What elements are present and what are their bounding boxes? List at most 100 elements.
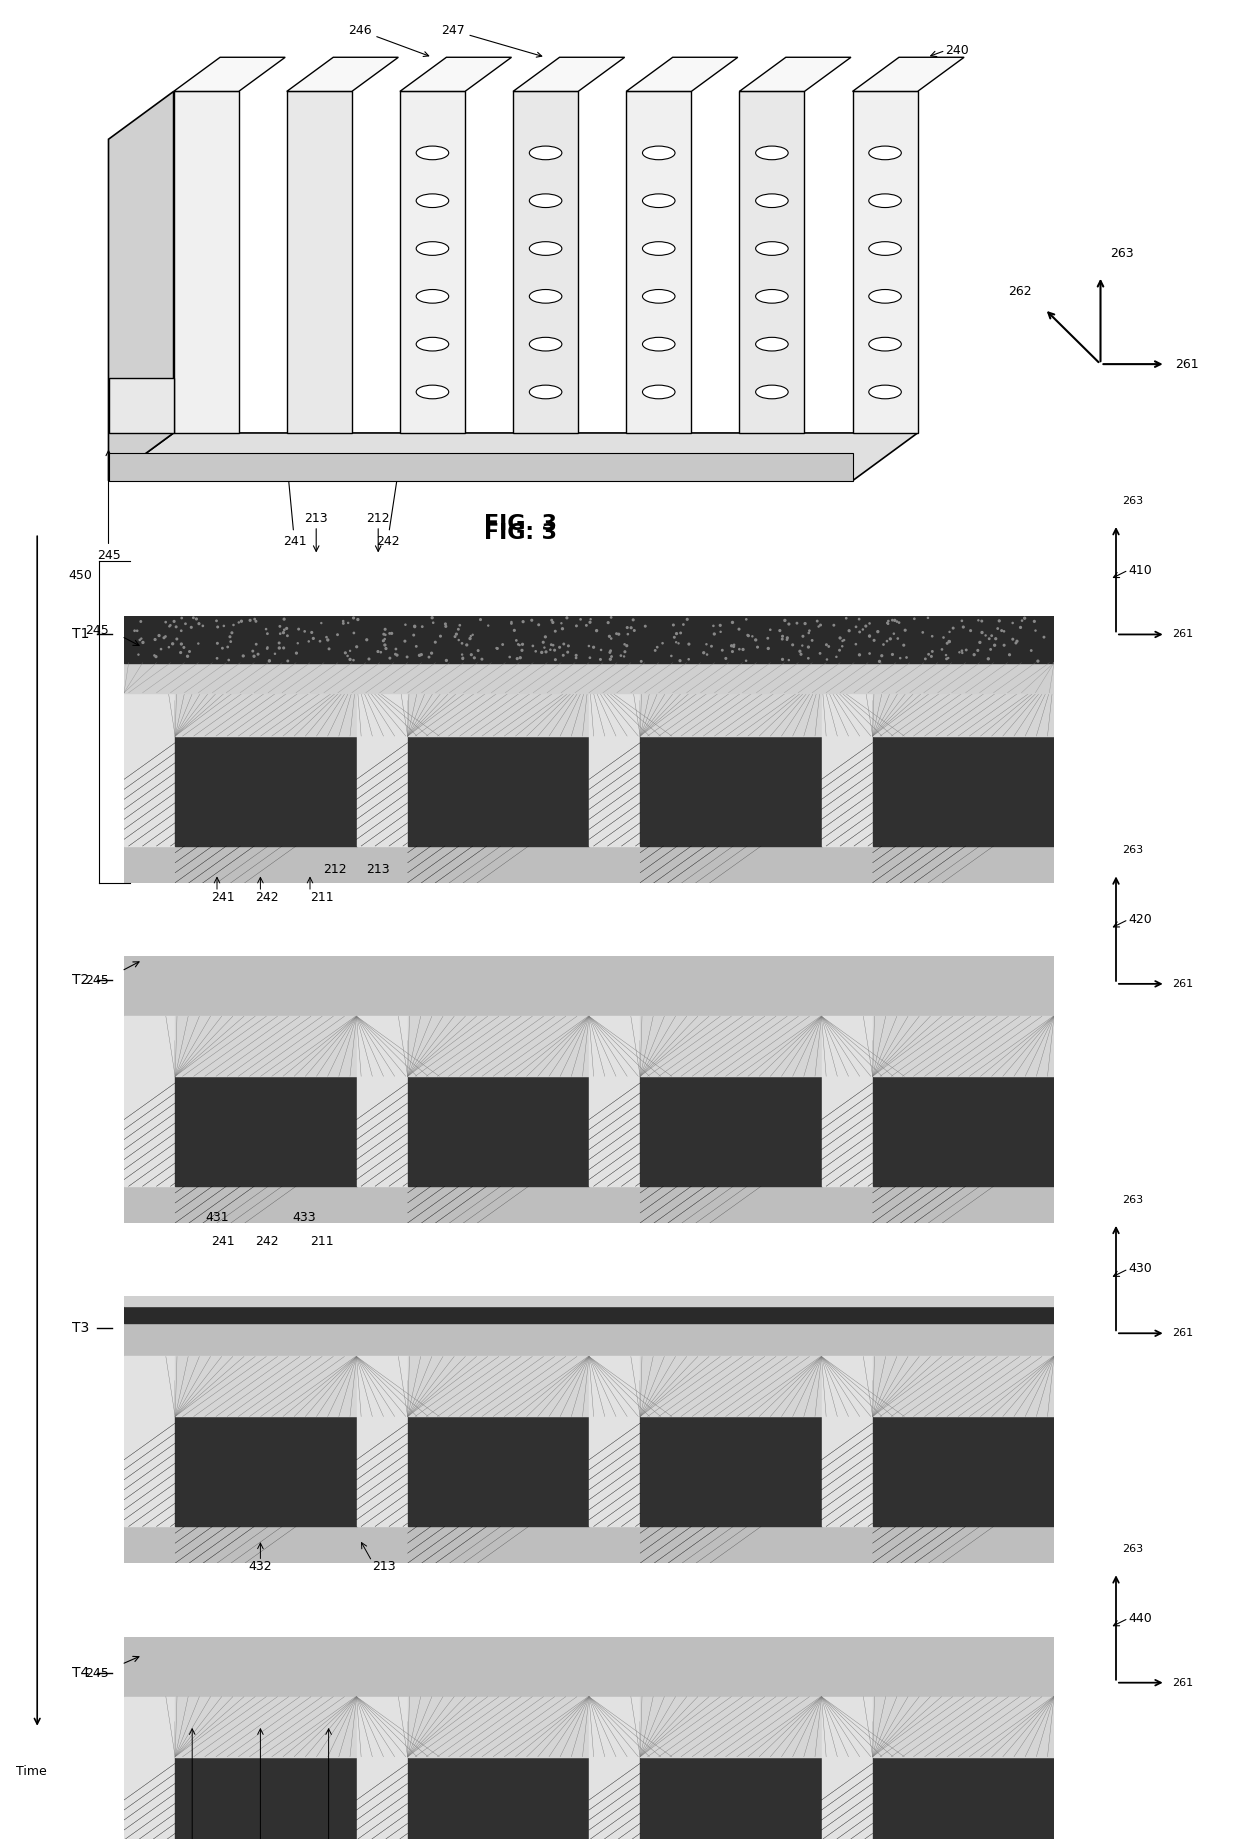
Point bbox=[436, 612, 456, 642]
Point bbox=[645, 636, 665, 666]
Polygon shape bbox=[399, 92, 465, 432]
Point bbox=[146, 642, 166, 671]
Ellipse shape bbox=[755, 145, 789, 160]
Point bbox=[715, 644, 735, 673]
Point bbox=[229, 607, 249, 636]
Point bbox=[739, 622, 759, 651]
Point bbox=[128, 616, 148, 645]
Polygon shape bbox=[873, 1416, 1054, 1526]
Point bbox=[270, 612, 290, 642]
Point bbox=[541, 634, 560, 664]
Point bbox=[697, 629, 717, 658]
Point bbox=[164, 607, 184, 636]
Point bbox=[666, 627, 686, 657]
Polygon shape bbox=[408, 1076, 589, 1186]
Point bbox=[232, 607, 252, 636]
Point bbox=[512, 629, 532, 658]
Point bbox=[436, 645, 456, 675]
Point bbox=[558, 631, 578, 660]
Point bbox=[274, 605, 294, 634]
Point bbox=[422, 638, 441, 668]
Point bbox=[702, 631, 722, 660]
Point bbox=[968, 636, 988, 666]
Point bbox=[758, 623, 777, 653]
Point bbox=[319, 634, 339, 664]
Point bbox=[149, 622, 169, 651]
Point bbox=[992, 616, 1012, 645]
Point bbox=[779, 609, 799, 638]
Point bbox=[423, 603, 443, 633]
Polygon shape bbox=[109, 379, 174, 432]
Point bbox=[711, 611, 730, 640]
Point bbox=[877, 627, 897, 657]
Point bbox=[990, 607, 1009, 636]
Point bbox=[145, 640, 165, 669]
Polygon shape bbox=[873, 1381, 1054, 1416]
Point bbox=[615, 636, 635, 666]
Polygon shape bbox=[175, 1721, 357, 1756]
Point bbox=[921, 642, 941, 671]
Point bbox=[956, 634, 976, 664]
Polygon shape bbox=[873, 1076, 1054, 1186]
Point bbox=[1034, 622, 1054, 651]
Point bbox=[782, 631, 802, 660]
Point bbox=[723, 607, 743, 636]
Point bbox=[799, 633, 818, 662]
Point bbox=[694, 638, 714, 668]
Point bbox=[472, 644, 492, 673]
Point bbox=[407, 631, 427, 660]
Point bbox=[207, 629, 227, 658]
Text: 450: 450 bbox=[68, 568, 93, 583]
Point bbox=[635, 612, 655, 642]
Point bbox=[937, 629, 957, 658]
Point bbox=[1022, 636, 1042, 666]
Point bbox=[885, 605, 905, 634]
Point bbox=[171, 616, 191, 645]
Point bbox=[167, 623, 187, 653]
Point bbox=[160, 611, 180, 640]
Polygon shape bbox=[109, 454, 853, 480]
Ellipse shape bbox=[869, 289, 901, 303]
Point bbox=[373, 625, 393, 655]
Point bbox=[151, 634, 171, 664]
Ellipse shape bbox=[869, 145, 901, 160]
Point bbox=[936, 640, 956, 669]
Ellipse shape bbox=[529, 337, 562, 351]
Point bbox=[430, 622, 450, 651]
Point bbox=[453, 629, 472, 658]
Point bbox=[859, 622, 879, 651]
Point bbox=[368, 636, 388, 666]
Text: T4: T4 bbox=[72, 1666, 89, 1681]
Point bbox=[259, 645, 279, 675]
Point bbox=[1003, 609, 1023, 638]
Point bbox=[954, 612, 973, 642]
Point bbox=[374, 625, 394, 655]
Text: 245: 245 bbox=[86, 623, 109, 638]
Point bbox=[316, 622, 336, 651]
Point bbox=[567, 640, 587, 669]
Point bbox=[883, 640, 903, 669]
Polygon shape bbox=[626, 92, 692, 432]
Point bbox=[1006, 629, 1025, 658]
Point bbox=[939, 627, 959, 657]
Point bbox=[259, 645, 279, 675]
Polygon shape bbox=[640, 1416, 821, 1526]
Point bbox=[274, 614, 294, 644]
Polygon shape bbox=[513, 92, 578, 432]
Point bbox=[257, 614, 277, 644]
Point bbox=[219, 622, 239, 651]
Point bbox=[181, 612, 201, 642]
Point bbox=[614, 642, 634, 671]
Point bbox=[180, 636, 200, 666]
Polygon shape bbox=[873, 677, 1054, 736]
Point bbox=[244, 605, 264, 634]
Point bbox=[600, 644, 620, 673]
Polygon shape bbox=[124, 677, 175, 846]
Ellipse shape bbox=[642, 241, 675, 256]
Point bbox=[849, 605, 869, 634]
Polygon shape bbox=[873, 1697, 1054, 1756]
Point bbox=[773, 625, 792, 655]
Point bbox=[212, 633, 232, 662]
Point bbox=[799, 618, 818, 647]
Text: 242: 242 bbox=[254, 1234, 279, 1249]
